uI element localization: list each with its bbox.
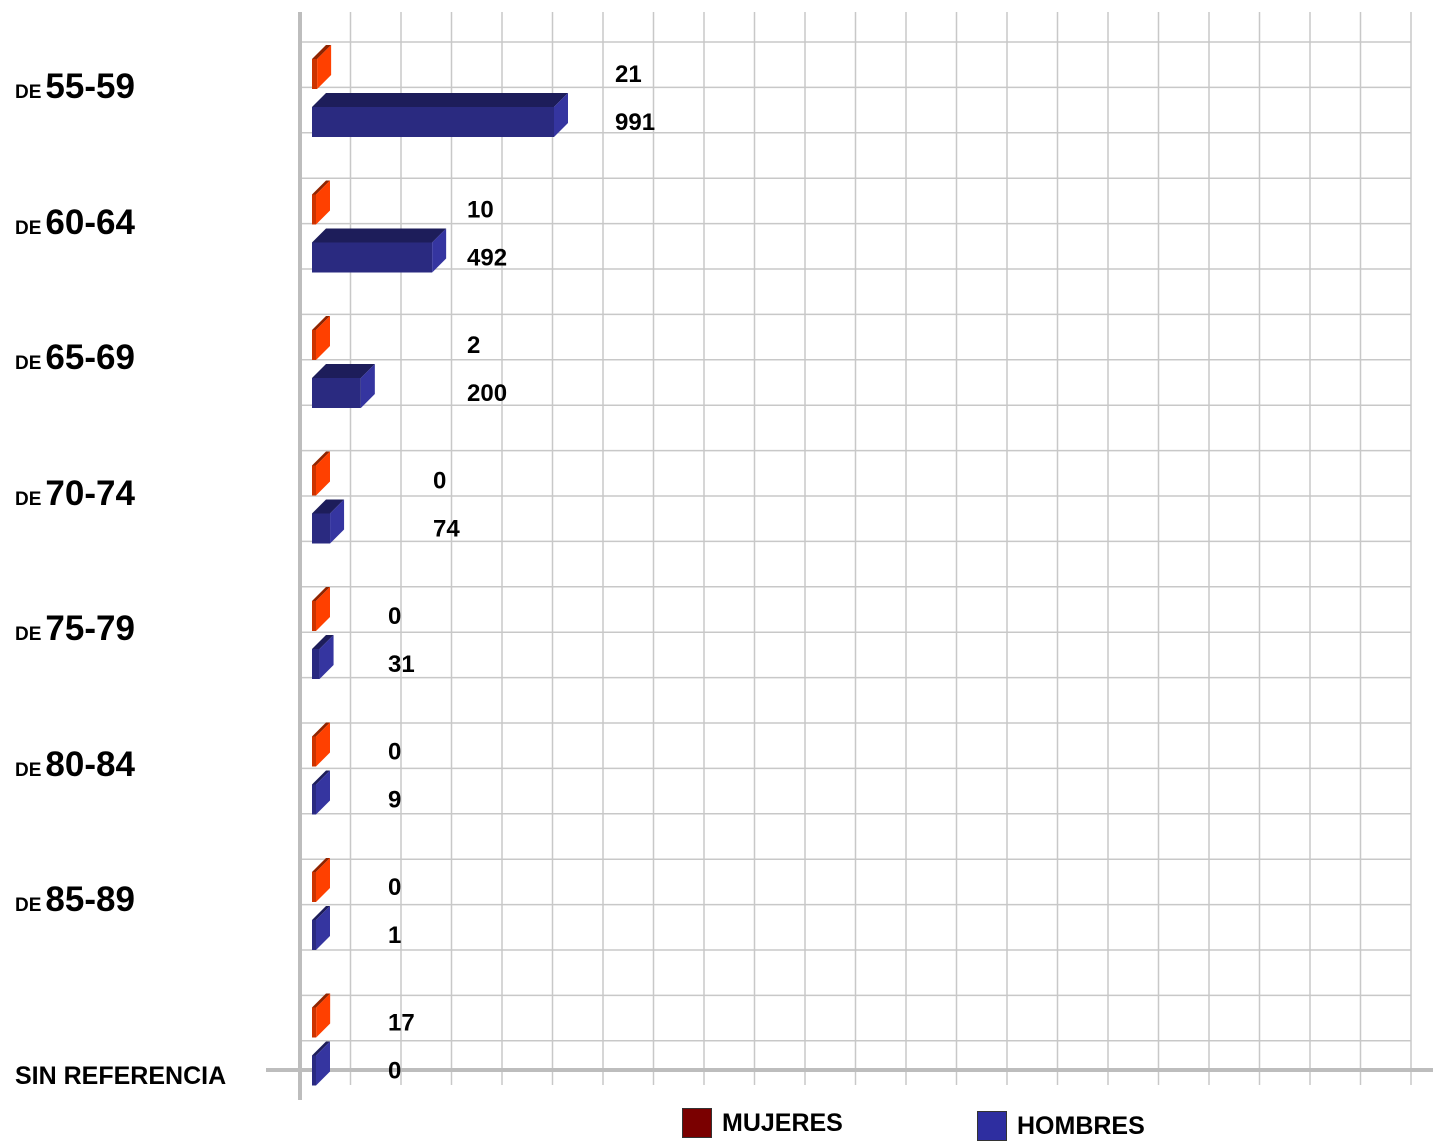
bar-side-face — [316, 906, 330, 950]
bar-mujeres — [312, 601, 316, 631]
bar-side-face — [316, 722, 330, 767]
bar-mujeres — [312, 59, 318, 89]
data-label: 0 — [388, 1058, 401, 1085]
bar-top-face — [312, 451, 330, 466]
category-label-range: 60-64 — [45, 202, 135, 242]
category-label: DE 85-89 — [15, 880, 135, 920]
bar-side-face — [316, 180, 330, 225]
data-label: 0 — [388, 603, 401, 630]
category-label-range: 70-74 — [45, 473, 135, 513]
bar-top-face — [312, 228, 447, 243]
bar-top-face — [312, 180, 330, 195]
bar-top-face — [312, 93, 568, 107]
bar-top-face — [312, 316, 330, 330]
data-label: 17 — [388, 1010, 415, 1037]
bar-top-face — [312, 635, 334, 649]
category-label-range: 55-59 — [45, 67, 135, 106]
bar-hombres — [312, 242, 433, 273]
data-label: 0 — [388, 874, 401, 901]
bar-mujeres — [312, 465, 316, 496]
data-label: 10 — [467, 197, 494, 224]
bar-side-face — [319, 635, 334, 679]
data-label: 1 — [388, 922, 401, 949]
data-label: 991 — [615, 109, 655, 136]
data-label: 31 — [388, 651, 415, 678]
data-label: 0 — [433, 468, 446, 495]
category-label: DE 75-79 — [15, 609, 135, 649]
bar-top-face — [312, 1041, 330, 1056]
bar-mujeres — [312, 1007, 317, 1038]
bar-mujeres — [312, 330, 316, 360]
bar-hombres — [312, 920, 316, 950]
category-label: DE 60-64 — [15, 203, 135, 243]
category-label: SIN REFERENCIA — [15, 1062, 226, 1091]
bar-top-face — [312, 993, 331, 1008]
bar-side-face — [316, 451, 330, 496]
bar-top-face — [312, 45, 332, 59]
bar-mujeres — [312, 872, 316, 902]
data-label: 74 — [433, 516, 460, 543]
data-label: 9 — [388, 787, 401, 814]
bar-side-face — [316, 770, 330, 815]
bar-side-face — [554, 93, 568, 137]
bar-top-face — [312, 499, 345, 514]
category-label-text: SIN REFERENCIA — [15, 1061, 227, 1090]
bar-side-face — [316, 858, 330, 902]
bar-top-face — [312, 906, 330, 920]
bar-top-face — [312, 858, 330, 872]
category-label-prefix: DE — [15, 82, 42, 103]
data-label: 200 — [467, 380, 507, 407]
bar-side-face — [316, 316, 330, 360]
bar-side-face — [316, 587, 330, 631]
category-label-prefix: DE — [15, 488, 42, 510]
bar-hombres — [312, 378, 361, 408]
bar-top-face — [312, 770, 330, 785]
legend-item-hombres: HOMBRES — [977, 1111, 1145, 1141]
data-label: 492 — [467, 245, 507, 272]
bar-hombres — [312, 784, 316, 815]
category-label-range: 85-89 — [45, 880, 135, 919]
bar-top-face — [312, 587, 330, 601]
bar-side-face — [316, 993, 331, 1038]
legend-swatch-hombres — [977, 1111, 1007, 1141]
category-label-range: 65-69 — [45, 338, 135, 377]
bar-hombres — [312, 1055, 316, 1086]
bar-side-face — [317, 45, 332, 89]
bar-top-face — [312, 364, 375, 378]
bar-top-face — [312, 722, 330, 737]
bar-hombres — [312, 107, 554, 137]
category-label-prefix: DE — [15, 759, 42, 781]
bar-side-face — [330, 499, 345, 544]
data-label: 0 — [388, 739, 401, 766]
legend-item-mujeres: MUJERES — [682, 1108, 843, 1138]
bar-mujeres — [312, 736, 316, 767]
category-label-range: 75-79 — [45, 609, 135, 648]
category-label: DE 70-74 — [15, 474, 135, 514]
category-label-range: 80-84 — [45, 744, 135, 784]
bar-hombres — [312, 513, 331, 544]
bar-side-face — [432, 228, 447, 273]
data-label: 2 — [467, 332, 480, 359]
bar-side-face — [360, 364, 375, 408]
legend-label-hombres: HOMBRES — [1017, 1111, 1145, 1140]
category-label-prefix: DE — [15, 353, 42, 374]
category-label-prefix: DE — [15, 895, 42, 916]
legend-label-mujeres: MUJERES — [722, 1108, 843, 1137]
category-label-prefix: DE — [15, 624, 42, 645]
category-label: DE 65-69 — [15, 338, 135, 378]
data-label: 21 — [615, 61, 642, 88]
bar-side-face — [316, 1041, 330, 1086]
category-label: DE 55-59 — [15, 67, 135, 107]
category-label-prefix: DE — [15, 217, 42, 239]
bar-mujeres — [312, 194, 316, 225]
category-label: DE 80-84 — [15, 745, 135, 785]
legend-swatch-mujeres — [682, 1108, 712, 1138]
bar-hombres — [312, 649, 320, 679]
